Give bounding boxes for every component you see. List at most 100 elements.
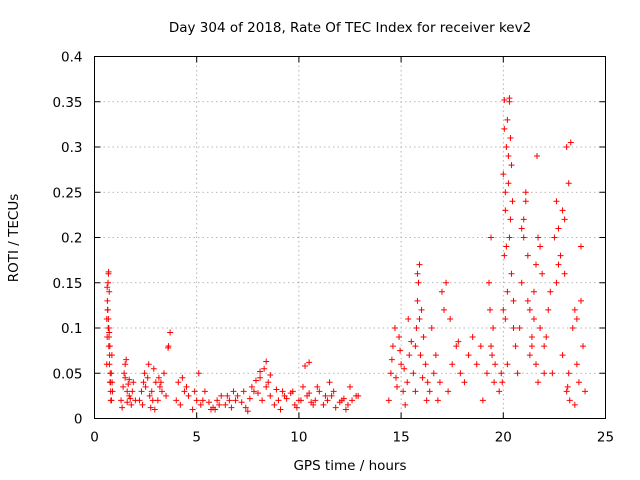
data-point bbox=[418, 306, 425, 313]
data-point bbox=[387, 370, 394, 377]
data-point bbox=[447, 315, 454, 322]
data-point bbox=[434, 397, 441, 404]
x-tick-label: 20 bbox=[495, 430, 512, 446]
data-point bbox=[555, 225, 562, 232]
data-point bbox=[106, 288, 113, 295]
data-point bbox=[413, 325, 420, 331]
data-point bbox=[524, 297, 531, 304]
data-point bbox=[485, 279, 492, 286]
y-tick-label: 0 bbox=[74, 412, 83, 428]
data-point bbox=[502, 189, 509, 196]
data-point bbox=[543, 334, 550, 341]
data-point bbox=[571, 401, 578, 408]
data-point bbox=[551, 234, 558, 241]
data-point bbox=[526, 352, 533, 359]
data-point bbox=[508, 270, 515, 277]
data-point bbox=[252, 377, 259, 384]
data-point bbox=[104, 306, 111, 313]
data-point bbox=[507, 134, 514, 141]
data-point bbox=[571, 306, 578, 313]
data-point bbox=[312, 397, 319, 404]
data-point bbox=[417, 352, 424, 359]
data-point bbox=[140, 379, 147, 386]
data-point bbox=[214, 397, 221, 404]
data-point bbox=[504, 361, 511, 368]
data-point bbox=[504, 116, 511, 123]
data-point bbox=[504, 288, 511, 295]
data-point bbox=[151, 406, 158, 413]
data-point bbox=[259, 397, 266, 404]
data-point bbox=[193, 397, 200, 404]
data-point bbox=[557, 252, 564, 259]
y-tick-labels: 0 0.05 0.1 0.15 0.2 0.25 0.3 0.35 0.4 bbox=[52, 50, 82, 428]
data-point bbox=[246, 395, 253, 402]
data-point bbox=[500, 306, 507, 313]
data-point bbox=[553, 198, 560, 205]
data-point bbox=[516, 325, 523, 331]
data-point bbox=[106, 352, 113, 359]
data-point bbox=[537, 325, 544, 331]
data-point bbox=[477, 343, 484, 350]
data-point bbox=[396, 334, 403, 341]
data-point bbox=[349, 397, 356, 404]
data-point bbox=[145, 361, 152, 368]
y-tick-label: 0.15 bbox=[52, 276, 82, 292]
data-point bbox=[144, 374, 151, 381]
data-point bbox=[461, 379, 468, 386]
data-point bbox=[273, 386, 280, 393]
data-point bbox=[573, 361, 580, 368]
data-point bbox=[158, 388, 165, 395]
data-point bbox=[126, 376, 133, 383]
data-point bbox=[526, 306, 533, 313]
data-point bbox=[105, 343, 112, 350]
data-point bbox=[124, 388, 131, 395]
data-point bbox=[147, 404, 154, 411]
data-point bbox=[255, 390, 262, 397]
data-point bbox=[496, 388, 503, 395]
data-point bbox=[414, 270, 421, 277]
data-point bbox=[547, 288, 554, 295]
data-point bbox=[563, 144, 570, 150]
data-point bbox=[173, 397, 180, 404]
data-point bbox=[441, 306, 448, 313]
data-point bbox=[124, 399, 131, 406]
data-point bbox=[139, 401, 146, 408]
data-point bbox=[505, 180, 512, 187]
data-point bbox=[503, 144, 510, 150]
data-point bbox=[130, 379, 137, 386]
data-point bbox=[279, 388, 286, 395]
data-point bbox=[563, 388, 570, 395]
data-point bbox=[553, 279, 560, 286]
data-point bbox=[488, 343, 495, 350]
data-point bbox=[535, 234, 542, 241]
data-point bbox=[212, 406, 219, 413]
data-point bbox=[406, 352, 413, 359]
y-tick-label: 0.1 bbox=[61, 321, 82, 337]
data-point bbox=[201, 388, 208, 395]
data-point bbox=[128, 401, 135, 408]
data-point bbox=[104, 284, 111, 291]
data-point bbox=[388, 356, 395, 363]
data-point bbox=[106, 361, 113, 368]
data-point bbox=[489, 352, 496, 359]
y-tick-label: 0.25 bbox=[52, 185, 82, 201]
data-point bbox=[228, 404, 235, 411]
data-point bbox=[199, 397, 206, 404]
data-point bbox=[275, 397, 282, 404]
data-point bbox=[160, 370, 167, 377]
data-point bbox=[567, 139, 574, 146]
axis-ticks bbox=[94, 56, 606, 419]
data-point bbox=[154, 397, 161, 404]
data-point bbox=[277, 406, 284, 413]
data-point bbox=[230, 388, 237, 395]
data-point bbox=[412, 388, 419, 395]
data-point bbox=[432, 352, 439, 359]
data-point bbox=[238, 399, 245, 406]
data-point bbox=[342, 406, 349, 413]
data-point bbox=[555, 261, 562, 268]
chart-title: Day 304 of 2018, Rate Of TEC Index for r… bbox=[169, 20, 531, 36]
data-point bbox=[564, 383, 571, 390]
data-point bbox=[507, 216, 514, 223]
data-point bbox=[520, 216, 527, 223]
